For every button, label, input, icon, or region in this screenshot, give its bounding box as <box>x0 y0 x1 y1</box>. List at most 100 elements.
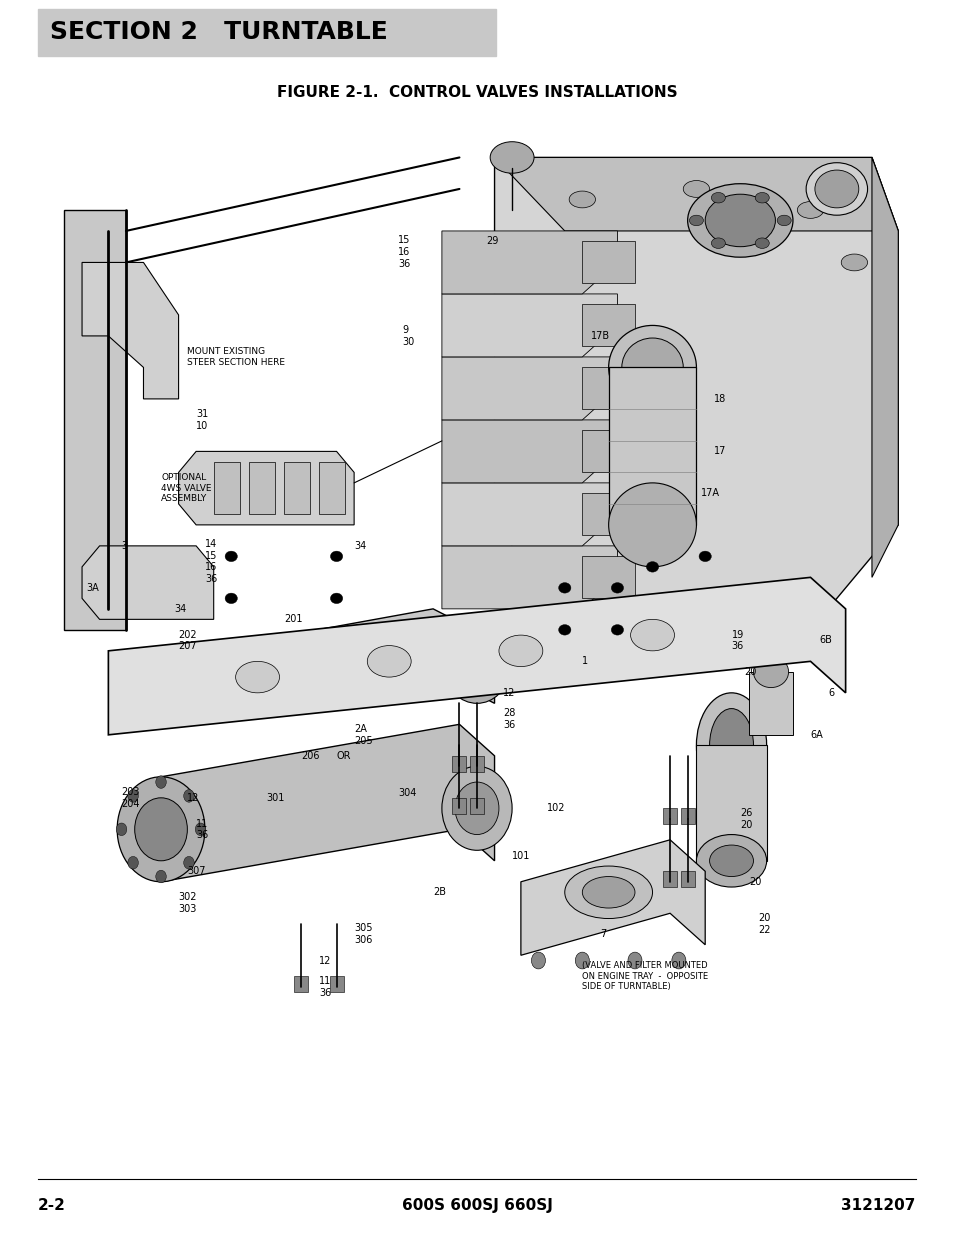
Polygon shape <box>178 452 354 525</box>
Text: 3121207: 3121207 <box>841 1198 915 1213</box>
Text: 3A: 3A <box>87 583 99 593</box>
Ellipse shape <box>621 338 682 396</box>
Ellipse shape <box>330 551 342 562</box>
Ellipse shape <box>558 583 570 593</box>
Polygon shape <box>494 157 898 231</box>
Text: 301: 301 <box>266 793 284 803</box>
Polygon shape <box>441 357 617 420</box>
Text: 17: 17 <box>713 446 725 457</box>
Text: 206: 206 <box>301 751 319 761</box>
Ellipse shape <box>581 877 635 908</box>
Text: 18: 18 <box>713 394 725 404</box>
Ellipse shape <box>646 562 658 572</box>
Text: 12: 12 <box>503 688 516 698</box>
Ellipse shape <box>569 191 595 207</box>
Bar <box>679 808 694 824</box>
Ellipse shape <box>235 662 279 693</box>
Bar <box>249 462 274 514</box>
Text: 101: 101 <box>512 851 530 861</box>
Bar <box>329 976 343 992</box>
Text: FIGURE 2-1.  CONTROL VALVES INSTALLATIONS: FIGURE 2-1. CONTROL VALVES INSTALLATIONS <box>276 85 677 100</box>
Ellipse shape <box>608 483 696 567</box>
Polygon shape <box>441 483 617 546</box>
Text: 307: 307 <box>187 866 206 877</box>
Ellipse shape <box>689 215 702 226</box>
Polygon shape <box>871 157 898 578</box>
Ellipse shape <box>225 593 237 604</box>
Text: 2A
205: 2A 205 <box>354 724 373 746</box>
Polygon shape <box>581 305 635 347</box>
Ellipse shape <box>117 777 205 882</box>
Ellipse shape <box>755 238 768 248</box>
Bar <box>662 872 677 887</box>
Ellipse shape <box>116 823 127 836</box>
Text: 6A: 6A <box>810 730 822 740</box>
Ellipse shape <box>682 180 709 198</box>
Ellipse shape <box>711 238 724 248</box>
Polygon shape <box>82 546 213 620</box>
Ellipse shape <box>446 640 507 703</box>
Text: 3: 3 <box>121 541 128 551</box>
Text: 34: 34 <box>174 604 186 614</box>
Text: 17B: 17B <box>591 331 610 341</box>
Ellipse shape <box>330 593 342 604</box>
Text: 201: 201 <box>284 614 302 625</box>
Text: MOUNT EXISTING
STEER SECTION HERE: MOUNT EXISTING STEER SECTION HERE <box>187 347 285 367</box>
Ellipse shape <box>611 625 623 635</box>
Ellipse shape <box>225 551 237 562</box>
Ellipse shape <box>564 866 652 919</box>
Ellipse shape <box>630 620 674 651</box>
Polygon shape <box>581 242 635 284</box>
Polygon shape <box>441 294 617 357</box>
Polygon shape <box>581 556 635 599</box>
Text: 7: 7 <box>599 929 605 940</box>
Polygon shape <box>441 231 617 294</box>
Text: OR: OR <box>336 751 351 761</box>
Text: 102: 102 <box>547 803 565 814</box>
Text: 14
15
16
36: 14 15 16 36 <box>205 540 217 584</box>
Polygon shape <box>143 609 494 724</box>
Ellipse shape <box>531 952 545 969</box>
Text: (VALVE AND FILTER MOUNTED
ON ENGINE TRAY  -  OPPOSITE
SIDE OF TURNTABLE): (VALVE AND FILTER MOUNTED ON ENGINE TRAY… <box>581 961 708 992</box>
Bar <box>662 808 677 824</box>
Ellipse shape <box>112 662 174 724</box>
Ellipse shape <box>805 163 866 215</box>
Text: 304: 304 <box>397 788 416 798</box>
Polygon shape <box>581 431 635 473</box>
Text: SECTION 2   TURNTABLE: SECTION 2 TURNTABLE <box>50 20 387 44</box>
Ellipse shape <box>608 326 696 410</box>
Ellipse shape <box>558 625 570 635</box>
Ellipse shape <box>696 835 766 887</box>
Bar <box>470 756 483 772</box>
Ellipse shape <box>709 845 753 877</box>
Polygon shape <box>109 578 844 735</box>
Ellipse shape <box>490 142 534 173</box>
Ellipse shape <box>627 952 641 969</box>
Text: 305
306: 305 306 <box>354 924 373 945</box>
Text: 20: 20 <box>744 667 757 677</box>
Ellipse shape <box>195 823 206 836</box>
Bar <box>679 872 694 887</box>
Text: 12: 12 <box>187 793 199 803</box>
Text: 11
36: 11 36 <box>196 819 208 840</box>
Ellipse shape <box>699 551 711 562</box>
Polygon shape <box>608 368 696 525</box>
Text: 1: 1 <box>581 656 588 667</box>
Text: 11
36: 11 36 <box>318 976 331 998</box>
Ellipse shape <box>755 193 768 203</box>
Ellipse shape <box>753 656 788 688</box>
Ellipse shape <box>441 766 512 851</box>
Ellipse shape <box>155 776 166 788</box>
Polygon shape <box>520 840 704 956</box>
Ellipse shape <box>128 856 138 869</box>
Text: 31
10: 31 10 <box>196 409 208 431</box>
Text: 28
36: 28 36 <box>503 709 516 730</box>
Ellipse shape <box>777 215 790 226</box>
Text: 2B: 2B <box>433 887 446 898</box>
Bar <box>318 462 345 514</box>
Bar <box>452 798 466 814</box>
Polygon shape <box>65 210 126 630</box>
Text: OPTIONAL
4WS VALVE
ASSEMBLY: OPTIONAL 4WS VALVE ASSEMBLY <box>161 473 212 503</box>
Text: 2-2: 2-2 <box>38 1198 66 1213</box>
Bar <box>284 462 310 514</box>
